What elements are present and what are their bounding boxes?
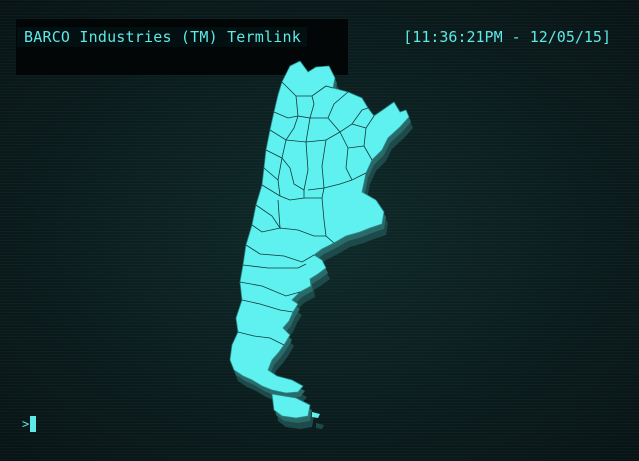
map-landmass[interactable]: [229, 60, 410, 419]
province-borders: [237, 81, 375, 346]
block-cursor-icon: [30, 416, 37, 432]
terminal-title: BARCO Industries (TM) Termlink: [17, 27, 307, 47]
terminal-clock: [11:36:21PM - 12/05/15]: [403, 28, 611, 46]
command-prompt[interactable]: >: [22, 415, 37, 433]
prompt-symbol: >: [22, 417, 30, 431]
